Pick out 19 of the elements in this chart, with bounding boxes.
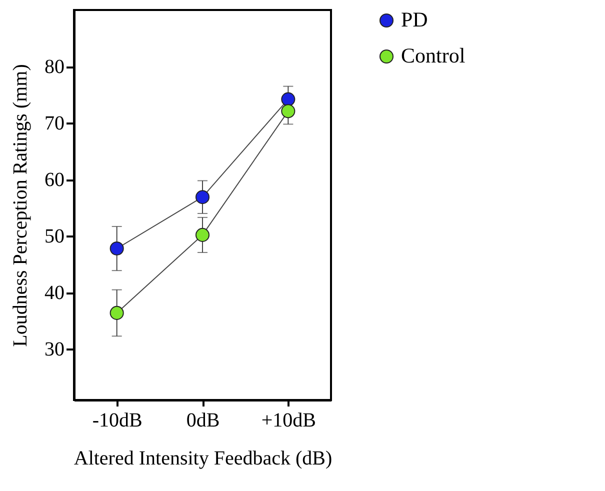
y-tick-label: 80 [44, 56, 64, 78]
point [195, 228, 210, 242]
legend-label: PD [401, 8, 428, 32]
x-tick-label: 0dB [186, 410, 220, 432]
x-axis-title: Altered Intensity Feedback (dB) [74, 448, 332, 470]
point [281, 104, 296, 118]
point [281, 92, 296, 106]
point [195, 190, 210, 204]
legend-label: Control [401, 44, 466, 68]
y-tick-label: 70 [44, 112, 64, 135]
y-tick-label: 60 [44, 169, 64, 192]
point [110, 306, 124, 320]
y-axis-title: Loudness Perception Ratings (mm) [10, 64, 32, 347]
y-tick-label: 50 [44, 226, 64, 248]
x-tick-label: -10dB [92, 410, 142, 432]
y-tick-label: 40 [44, 282, 64, 304]
x-tick-label: +10dB [261, 410, 316, 432]
y-tick-label: 30 [44, 338, 64, 361]
point [110, 242, 124, 256]
